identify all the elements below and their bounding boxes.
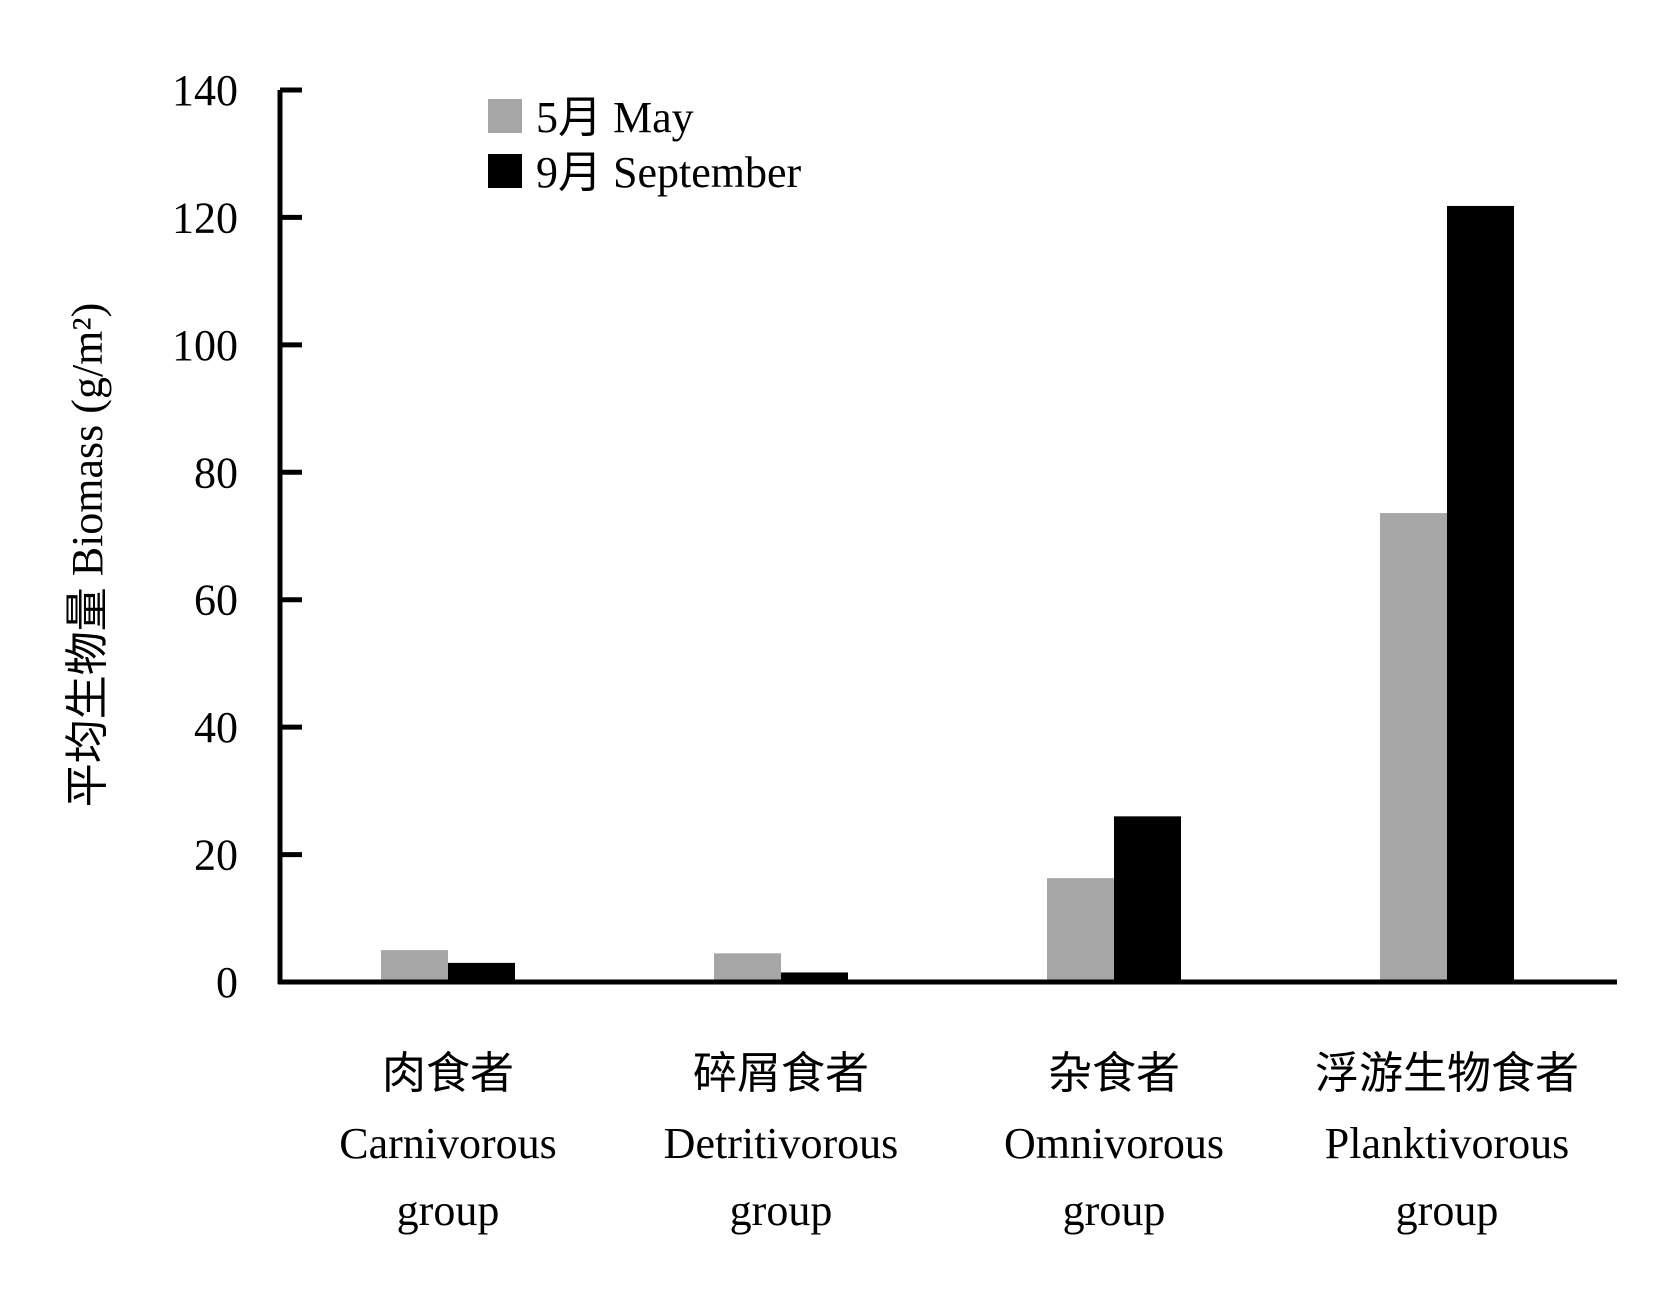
category-label: Carnivorous <box>339 1119 557 1168</box>
y-tick-label: 140 <box>172 66 238 115</box>
bar-may-2 <box>1047 878 1114 982</box>
bar-may-0 <box>381 950 448 982</box>
category-labels-group: 肉食者 Carnivorous group 碎屑食者 Detritivorous grou… <box>339 1049 1579 1235</box>
bar-may-1 <box>714 953 781 982</box>
y-tick-label: 60 <box>194 576 238 625</box>
bars-group <box>381 205 1514 982</box>
category-label: Omnivorous <box>1004 1119 1224 1168</box>
y-tick-label: 0 <box>216 958 238 1007</box>
y-tick-label: 40 <box>194 703 238 752</box>
bar-september-2 <box>1114 816 1181 982</box>
y-axis-title: 平均生物量 Biomass (g/m²) <box>63 303 112 808</box>
category-label: 杂食者 <box>1048 1049 1180 1098</box>
category-label: group <box>1063 1186 1166 1235</box>
bar-september-0 <box>448 962 515 982</box>
category-label: group <box>1396 1186 1499 1235</box>
legend-label: 5月 May <box>536 93 694 142</box>
y-tick-label: 20 <box>194 831 238 880</box>
category-label: 浮游生物食者 <box>1315 1049 1579 1098</box>
bar-september-3 <box>1447 205 1514 982</box>
category-label: group <box>730 1186 833 1235</box>
category-label: Planktivorous <box>1325 1119 1569 1168</box>
category-label: 肉食者 <box>382 1049 514 1098</box>
legend: 5月 May 9月 September <box>488 93 802 197</box>
y-tick-label: 120 <box>172 193 238 242</box>
bar-september-1 <box>781 972 848 982</box>
axes-group <box>277 90 1617 985</box>
legend-label: 9月 September <box>536 148 802 197</box>
y-tick-label: 100 <box>172 321 238 370</box>
legend-swatch <box>488 154 522 188</box>
y-ticks-group: 0 20 40 60 80 100 120 140 <box>172 66 302 1007</box>
category-label: Detritivorous <box>664 1119 899 1168</box>
bar-may-3 <box>1380 513 1447 982</box>
category-label: group <box>397 1186 500 1235</box>
category-label: 碎屑食者 <box>693 1049 869 1098</box>
legend-swatch <box>488 99 522 133</box>
y-tick-label: 80 <box>194 448 238 497</box>
